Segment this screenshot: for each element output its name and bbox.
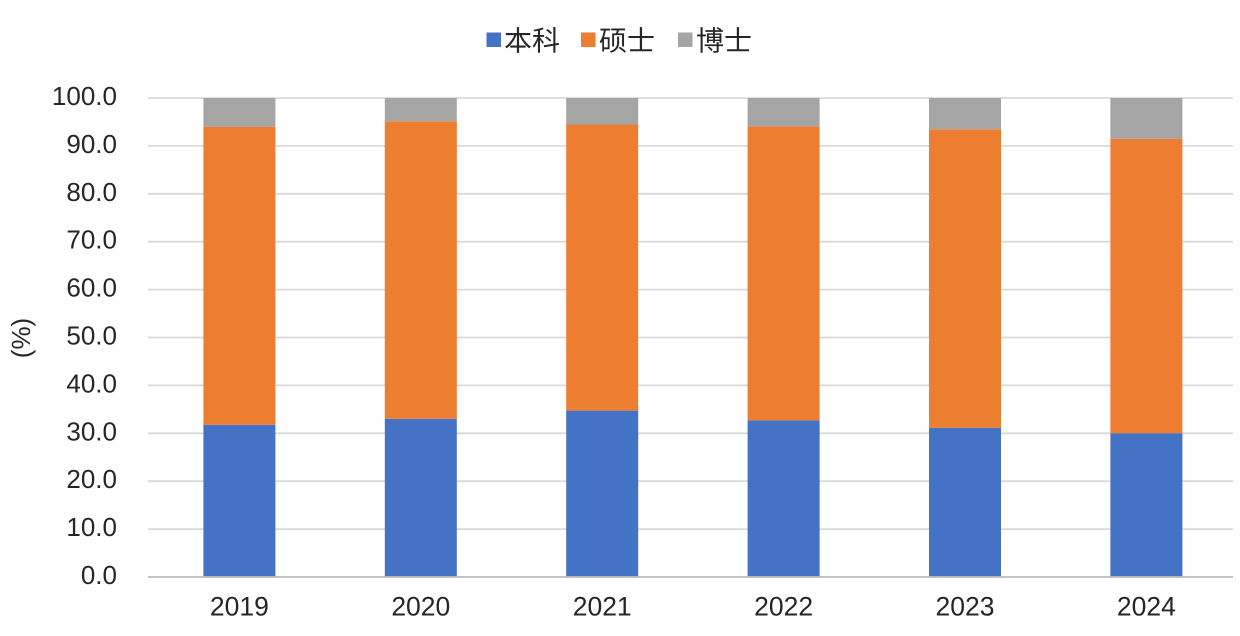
svg-text:20.0: 20.0 [66, 464, 117, 494]
svg-text:2023: 2023 [936, 592, 995, 622]
svg-text:80.0: 80.0 [66, 177, 117, 207]
svg-text:100.0: 100.0 [52, 81, 117, 111]
svg-text:2022: 2022 [754, 592, 813, 622]
svg-text:50.0: 50.0 [66, 321, 117, 351]
svg-text:0.0: 0.0 [81, 560, 117, 590]
svg-text:60.0: 60.0 [66, 273, 117, 303]
svg-text:2019: 2019 [210, 592, 269, 622]
svg-text:2020: 2020 [391, 592, 450, 622]
svg-text:30.0: 30.0 [66, 416, 117, 446]
svg-text:70.0: 70.0 [66, 225, 117, 255]
svg-text:(%): (%) [6, 318, 36, 358]
svg-text:40.0: 40.0 [66, 368, 117, 398]
svg-text:2024: 2024 [1117, 592, 1176, 622]
svg-text:10.0: 10.0 [66, 512, 117, 542]
svg-text:2021: 2021 [573, 592, 632, 622]
svg-text:90.0: 90.0 [66, 129, 117, 159]
